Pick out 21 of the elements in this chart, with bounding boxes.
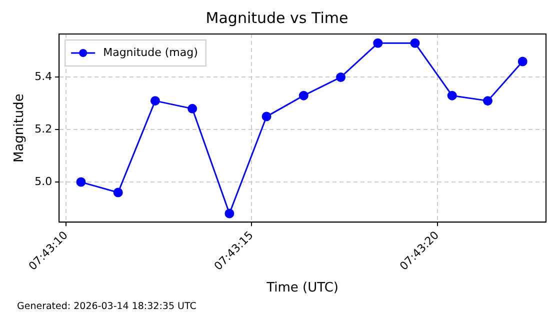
- point: [262, 112, 272, 122]
- y-tick-label: 5.2: [34, 122, 52, 136]
- text: Generated: 2026-03-14 18:32:35 UTC: [17, 301, 197, 312]
- legend-label: Magnitude (mag): [103, 46, 198, 59]
- point: [150, 96, 160, 106]
- point: [113, 188, 123, 198]
- point: [336, 72, 346, 82]
- point: [188, 104, 198, 114]
- chart-title: Magnitude vs Time: [206, 8, 348, 27]
- y-tick-label: 5.4: [34, 70, 52, 84]
- point: [76, 177, 86, 187]
- point: [373, 38, 383, 48]
- point: [224, 208, 234, 218]
- point: [518, 56, 528, 66]
- point: [447, 90, 457, 100]
- point: [298, 90, 308, 100]
- point: [482, 96, 492, 106]
- y-tick-label: 5.0: [34, 174, 52, 188]
- x-axis-title: Time (UTC): [266, 280, 338, 296]
- point: [410, 38, 420, 48]
- y-axis-title: Magnitude: [12, 94, 28, 163]
